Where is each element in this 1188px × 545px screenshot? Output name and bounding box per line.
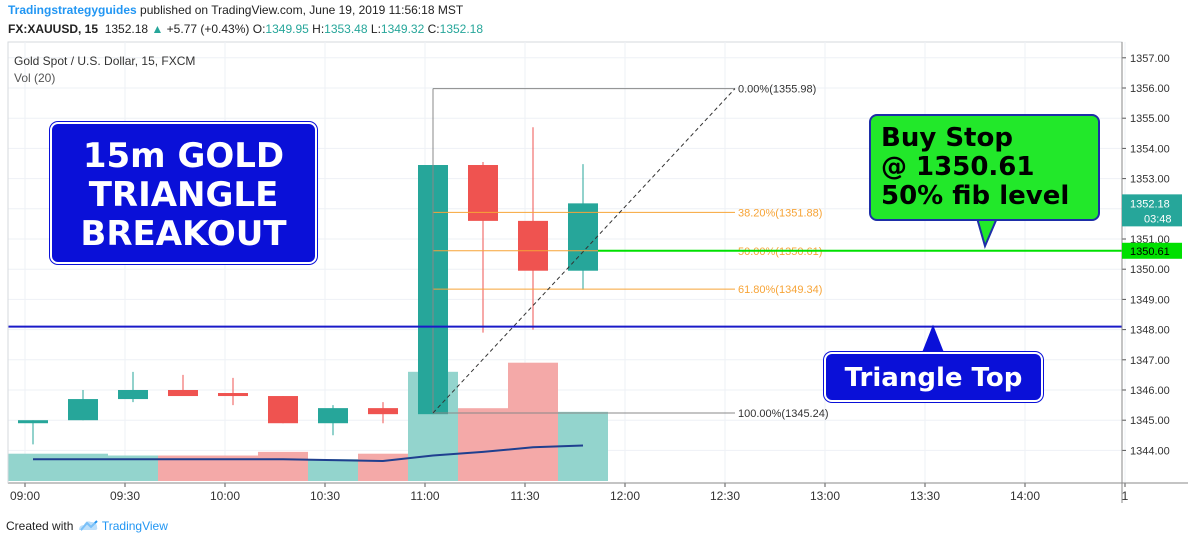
volume-indicator-label[interactable]: Vol (20): [14, 71, 56, 85]
y-tick-label: 1347.00: [1130, 355, 1170, 367]
x-tick-label: 13:30: [910, 489, 940, 503]
volume-bar: [508, 362, 558, 481]
volume-bar: [258, 451, 308, 481]
title-callout: 15m GOLD TRIANGLE BREAKOUT: [50, 122, 317, 264]
last-price: 1352.18: [104, 22, 149, 36]
x-tick-label: 14:00: [1010, 489, 1040, 503]
symbol-label: FX:XAUUSD, 15: [8, 22, 99, 36]
buy-line: Buy Stop: [881, 123, 1013, 153]
title-line: BREAKOUT: [80, 214, 287, 254]
triangle-top-callout: Triangle Top: [824, 352, 1043, 402]
x-tick-label: 11:30: [510, 489, 539, 503]
close-label: C:: [427, 22, 440, 36]
fib-level-label: 0.00%(1355.98): [738, 84, 816, 96]
low-value: 1349.32: [380, 22, 425, 36]
y-tick-label: 1353.00: [1130, 174, 1170, 186]
ohlc-header: FX:XAUUSD, 15 1352.18 ▲ +5.77 (+0.43%) O…: [8, 22, 483, 36]
tradingview-cloud-icon: [78, 520, 98, 531]
created-with-text: Created with: [6, 519, 74, 533]
publish-info: Tradingstrategyguides published on Tradi…: [8, 3, 463, 17]
y-tick-label: 1356.00: [1130, 83, 1170, 95]
high-label: H:: [312, 22, 325, 36]
author-name[interactable]: Tradingstrategyguides: [8, 3, 137, 17]
x-tick-label: 09:00: [10, 489, 40, 503]
x-tick-label: 1: [1122, 489, 1129, 503]
open-label: O:: [252, 22, 266, 36]
candle-body: [368, 408, 398, 415]
last-price-tag: [1122, 194, 1182, 227]
candle-body: [468, 165, 498, 221]
volume-bar: [8, 453, 58, 481]
open-value: 1349.95: [265, 22, 309, 36]
x-tick-label: 13:00: [810, 489, 840, 503]
fib-level-label: 50.00%(1350.61): [738, 246, 822, 258]
candle-body: [168, 390, 198, 397]
candle-body: [218, 393, 248, 397]
y-tick-label: 1354.00: [1130, 143, 1170, 155]
instrument-title: Gold Spot / U.S. Dollar, 15, FXCM: [14, 54, 196, 68]
volume-bar: [458, 408, 508, 481]
change-arrow-icon: ▲: [151, 22, 164, 36]
volume-bar: [308, 459, 358, 481]
x-tick-label: 10:30: [310, 489, 340, 503]
y-tick-label: 1350.00: [1130, 264, 1170, 276]
x-tick-label: 12:00: [610, 489, 640, 503]
volume-bar: [58, 453, 108, 481]
volume-ma-line: [33, 444, 584, 463]
candle-body: [568, 203, 598, 271]
close-value: 1352.18: [439, 22, 484, 36]
high-value: 1353.48: [324, 22, 368, 36]
candle-body: [518, 220, 548, 271]
buy-price-label: 1350.61: [1130, 246, 1170, 258]
candle-body: [68, 399, 98, 421]
buy-stop-callout: Buy Stop @ 1350.61 50% fib level: [869, 114, 1100, 221]
title-line: TRIANGLE: [88, 175, 279, 215]
fib-trend-line: [432, 88, 736, 414]
fib-level-label: 100.00%(1345.24): [738, 408, 829, 420]
y-tick-label: 1344.00: [1130, 445, 1170, 457]
y-tick-label: 1355.00: [1130, 113, 1170, 125]
y-tick-label: 1348.00: [1130, 325, 1170, 337]
title-line: 15m GOLD: [82, 136, 285, 176]
y-tick-label: 1345.00: [1130, 415, 1170, 427]
x-tick-label: 09:30: [110, 489, 140, 503]
x-tick-label: 10:00: [210, 489, 240, 503]
fib-level-label: 38.20%(1351.88): [738, 207, 822, 219]
last-price-label: 1352.18: [1130, 198, 1170, 210]
y-tick-label: 1349.00: [1130, 294, 1170, 306]
y-tick-label: 1346.00: [1130, 385, 1170, 397]
buy-line: @ 1350.61: [881, 152, 1035, 182]
tradingview-brand[interactable]: TradingView: [101, 519, 168, 533]
y-tick-label: 1357.00: [1130, 53, 1170, 65]
change-value: +5.77 (+0.43%): [166, 22, 250, 36]
published-text: published on TradingView.com, June 19, 2…: [140, 3, 464, 17]
buy-price-tag: [1122, 242, 1182, 259]
low-label: L:: [370, 22, 381, 36]
candle-body: [318, 408, 348, 424]
candle-body: [118, 390, 148, 400]
footer: Created with TradingView: [6, 519, 168, 533]
buy-line: 50% fib level: [881, 181, 1070, 211]
volume-bar: [358, 453, 408, 481]
x-tick-label: 12:30: [710, 489, 740, 503]
fib-level-label: 61.80%(1349.34): [738, 284, 822, 296]
candle-body: [18, 420, 48, 424]
bar-countdown-label: 03:48: [1144, 213, 1172, 225]
candle-body: [268, 396, 298, 424]
x-tick-label: 11:00: [410, 489, 439, 503]
